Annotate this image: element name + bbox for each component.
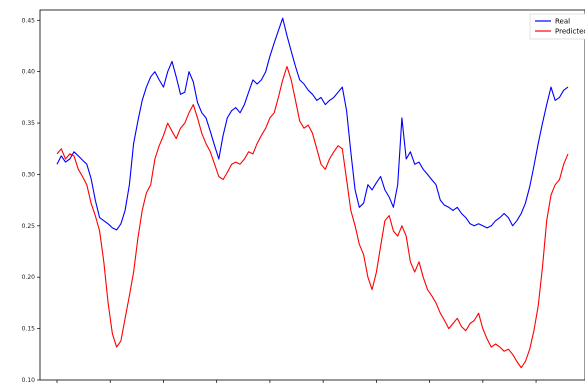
legend-label-predicted: Predicted — [555, 28, 585, 36]
legend-box — [529, 13, 585, 40]
plot-area — [39, 9, 585, 381]
y-tick-label: 0.25 — [22, 223, 36, 230]
legend: Real Predicted — [529, 13, 585, 40]
series-layer — [56, 17, 569, 369]
y-tick-label: 0.40 — [22, 69, 36, 76]
y-tick-label: 0.20 — [22, 274, 36, 281]
x-axis — [56, 380, 537, 383]
y-tick-label: 0.35 — [22, 120, 36, 127]
y-tick-label: 0.30 — [22, 171, 36, 178]
y-axis: 0.10 0.15 0.20 0.25 0.30 0.35 0.40 0.45 — [22, 17, 40, 384]
series-line-predicted — [56, 65, 569, 369]
legend-label-real: Real — [555, 18, 570, 26]
y-tick-label: 0.10 — [22, 377, 36, 384]
series-line-real — [56, 17, 569, 231]
y-tick-label: 0.15 — [22, 326, 36, 333]
y-tick-label: 0.45 — [22, 17, 36, 24]
